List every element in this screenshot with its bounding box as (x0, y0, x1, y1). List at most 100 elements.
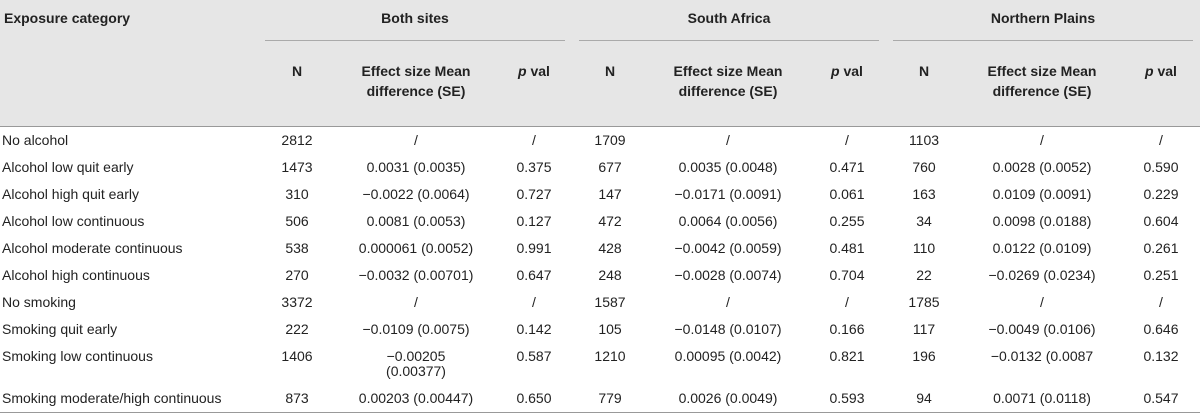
table-cell: 0.991 (516, 240, 552, 256)
table-cell: / (532, 132, 536, 148)
group-header-south-africa: South Africa (572, 0, 886, 55)
table-row: Smoking moderate/high continuous 873 0.002… (0, 385, 1200, 413)
table-cell: 248 (598, 267, 622, 283)
table-cell: 0.593 (808, 385, 886, 413)
table-cell: / (414, 294, 418, 310)
col-header-p: p val (496, 55, 572, 127)
table-cell: 1709 (594, 132, 626, 148)
table-cell: 0.646 (1143, 321, 1179, 337)
table-cell: / (532, 294, 536, 310)
table-cell: 2812 (281, 132, 313, 148)
table-cell: / (726, 294, 730, 310)
table-cell: 163 (912, 186, 936, 202)
table-cell: 0.0035 (0.0048) (678, 159, 778, 175)
table-cell: / (1159, 132, 1163, 148)
col-header-p: p val (1122, 55, 1200, 127)
table-cell: 310 (285, 186, 309, 202)
row-label: Alcohol high quit early (2, 186, 139, 202)
header-row-groups: Exposure category Both sites South Afric… (0, 0, 1200, 55)
table-cell: −0.0269 (0.0234) (988, 267, 1096, 283)
table-cell: 1103 (908, 132, 940, 148)
table-cell: 1210 (594, 348, 626, 364)
table-cell: −0.0022 (0.0064) (362, 186, 470, 202)
table-cell: −0.0109 (0.0075) (362, 321, 470, 337)
row-label: Smoking moderate/high continuous (0, 385, 258, 413)
table-cell: 3372 (281, 294, 313, 310)
table-cell: / (1159, 294, 1163, 310)
table-cell: 0.0071 (0.0118) (962, 385, 1122, 413)
table-cell: 0.00203 (0.00447) (336, 385, 496, 413)
table-cell: / (845, 132, 849, 148)
table-cell: −0.0028 (0.0074) (674, 267, 782, 283)
table-cell: 0.0081 (0.0053) (366, 213, 466, 229)
group-header-northern-plains: Northern Plains (886, 0, 1200, 55)
col-header-effect: Effect size Mean difference (SE) (648, 55, 808, 127)
row-label: No alcohol (2, 132, 69, 148)
table-cell: / (414, 132, 418, 148)
col-header-effect: Effect size Mean difference (SE) (336, 55, 496, 127)
table-cell: 472 (598, 213, 622, 229)
header-row-columns: N Effect size Mean difference (SE) p val … (0, 55, 1200, 127)
table-cell: 1473 (281, 159, 313, 175)
header-spacer (0, 55, 258, 127)
table-cell: 0.229 (1143, 186, 1179, 202)
table-row: Alcohol high quit early 310 −0.0022 (0.006… (0, 181, 1200, 208)
table-cell: 22 (916, 267, 932, 283)
table-cell: 0.0026 (0.0049) (648, 385, 808, 413)
table-cell: / (1040, 132, 1044, 148)
table-cell: 0.0031 (0.0035) (366, 159, 466, 175)
table-cell: −0.0032 (0.00701) (358, 267, 474, 283)
table-cell: −0.0148 (0.0107) (674, 321, 782, 337)
table-cell: 0.650 (496, 385, 572, 413)
table-cell: 94 (886, 385, 962, 413)
table-cell: −0.0132 (0.0087 (990, 348, 1094, 364)
table-cell: / (845, 294, 849, 310)
table-row: No alcohol 2812 / / 1709 / / 1103 / / (0, 127, 1200, 155)
table-cell: 0.251 (1143, 267, 1179, 283)
table-cell: 1406 (281, 348, 313, 364)
table-cell: 0.471 (829, 159, 865, 175)
table-cell: 538 (285, 240, 309, 256)
table-cell: 428 (598, 240, 622, 256)
table-cell: −0.0171 (0.0091) (674, 186, 782, 202)
table-cell: 1587 (594, 294, 626, 310)
table-cell: 147 (598, 186, 622, 202)
table-row: Alcohol high continuous 270 −0.0032 (0.007… (0, 262, 1200, 289)
table-cell: 117 (912, 321, 936, 337)
col-header-n: N (572, 55, 648, 127)
table-cell: 506 (285, 213, 309, 229)
col-header-p: p val (808, 55, 886, 127)
table-cell: 0.727 (516, 186, 552, 202)
table-cell: 0.142 (516, 321, 552, 337)
table-cell: 0.061 (829, 186, 865, 202)
table-cell: 760 (912, 159, 936, 175)
table-row: Smoking low continuous 1406 −0.00205 (0.00… (0, 343, 1200, 385)
table-cell: 0.166 (829, 321, 865, 337)
row-label: No smoking (2, 294, 76, 310)
table-cell: 873 (258, 385, 336, 413)
table-cell: −0.0042 (0.0059) (674, 240, 782, 256)
table-cell: 110 (912, 240, 936, 256)
row-label: Alcohol low quit early (2, 159, 134, 175)
table-cell: 677 (598, 159, 622, 175)
table-cell: −0.0049 (0.0106) (988, 321, 1096, 337)
table-cell: 0.0064 (0.0056) (678, 213, 778, 229)
table-cell: 0.0122 (0.0109) (992, 240, 1092, 256)
group-header-both-sites: Both sites (258, 0, 572, 55)
table-cell: 0.647 (516, 267, 552, 283)
table-row: Alcohol low quit early 1473 0.0031 (0.0035… (0, 154, 1200, 181)
exposure-category-header: Exposure category (0, 0, 258, 55)
table-cell: 0.000061 (0.0052) (358, 240, 474, 256)
col-header-n: N (886, 55, 962, 127)
row-label: Alcohol moderate continuous (2, 240, 183, 256)
table-cell: 0.0098 (0.0188) (992, 213, 1092, 229)
table-row: Alcohol low continuous 506 0.0081 (0.0053)… (0, 208, 1200, 235)
table-cell: 0.0109 (0.0091) (992, 186, 1092, 202)
table-cell: 0.375 (516, 159, 552, 175)
table-cell: 34 (916, 213, 932, 229)
row-label: Smoking quit early (2, 321, 118, 337)
table-cell: 0.604 (1143, 213, 1179, 229)
table-cell: 0.127 (516, 213, 552, 229)
table-cell: 779 (572, 385, 648, 413)
